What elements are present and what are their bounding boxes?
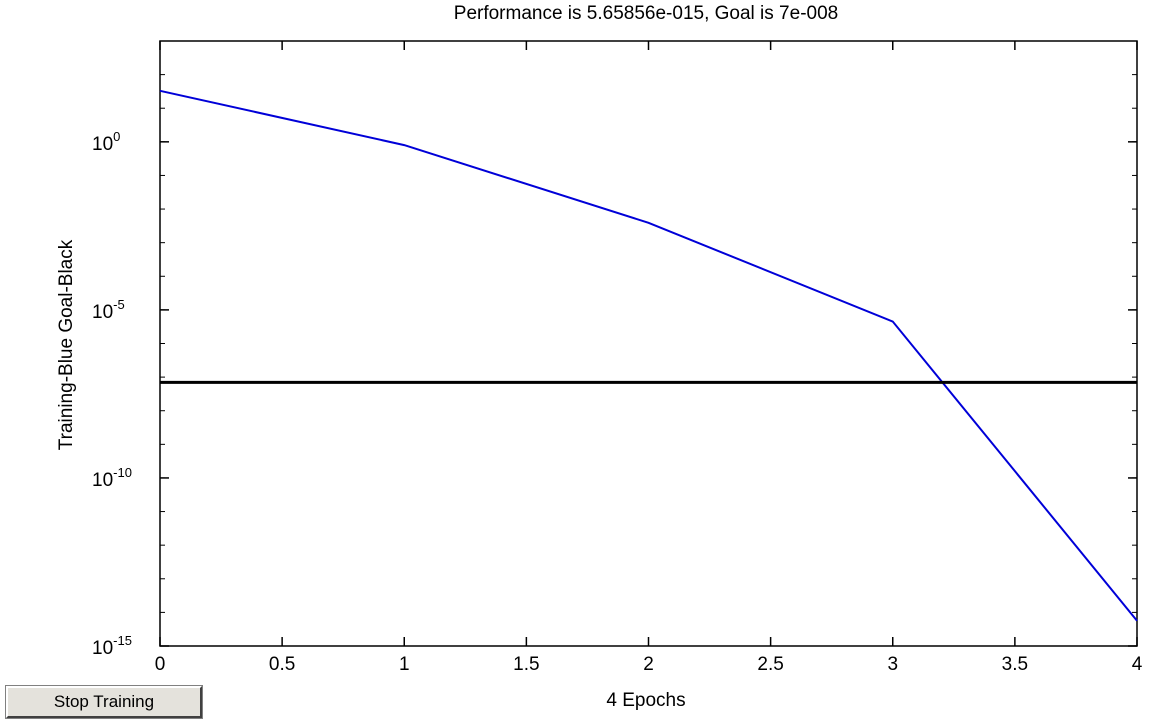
x-tick-label: 2.5 (757, 654, 783, 675)
plot-frame (159, 40, 1138, 647)
x-tick-label: 3 (887, 654, 898, 675)
chart-title: Performance is 5.65856e-015, Goal is 7e-… (454, 3, 838, 24)
x-tick-label: 1 (399, 654, 410, 675)
stop-training-button[interactable]: Stop Training (6, 686, 202, 718)
y-tick-label: 10-5 (92, 297, 125, 323)
x-tick-label: 0 (155, 654, 166, 675)
x-axis-label: 4 Epochs (606, 690, 685, 711)
x-tick-label: 2 (643, 654, 654, 675)
training-series-line (159, 89, 1138, 622)
plot-axes: 0 0.5 1 1.5 2 2.5 3 3.5 4 100 10-5 10-10 10-15 (92, 40, 1143, 675)
x-tick-label: 0.5 (269, 654, 295, 675)
y-tick-label: 100 (92, 129, 120, 155)
x-tick-label: 3.5 (1002, 654, 1028, 675)
y-axis-label: Training-Blue Goal-Black (56, 239, 77, 450)
y-tick-label: 10-10 (92, 465, 132, 491)
x-tick-label: 4 (1132, 654, 1143, 675)
x-tick-label: 1.5 (513, 654, 539, 675)
y-tick-label: 10-15 (92, 633, 132, 659)
